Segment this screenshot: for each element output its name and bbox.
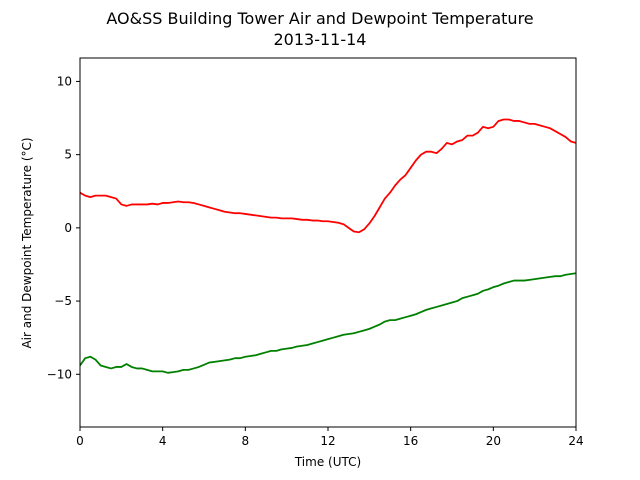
dewpoint-temperature-line <box>80 272 576 374</box>
y-tick-label: 0 <box>64 221 72 235</box>
air-temperature-line <box>80 118 576 234</box>
y-tick-label: 10 <box>57 74 72 88</box>
y-tick-label: −5 <box>54 294 72 308</box>
plot-lines <box>80 118 576 374</box>
chart-title: AO&SS Building Tower Air and Dewpoint Te… <box>106 9 533 28</box>
x-tick-label: 20 <box>486 434 501 448</box>
y-axis: 10 5 0 −5 −10 <box>47 74 80 381</box>
x-tick-label: 4 <box>159 434 167 448</box>
y-tick-label: −10 <box>47 367 72 381</box>
chart-subtitle: 2013-11-14 <box>274 30 367 49</box>
x-tick-label: 24 <box>568 434 583 448</box>
x-tick-label: 12 <box>320 434 335 448</box>
y-axis-label: Air and Dewpoint Temperature (°C) <box>20 137 34 348</box>
x-tick-label: 0 <box>76 434 84 448</box>
x-axis-label: Time (UTC) <box>294 455 361 469</box>
x-tick-label: 16 <box>403 434 418 448</box>
y-tick-label: 5 <box>64 148 72 162</box>
x-axis: 0 4 8 12 16 20 24 <box>76 427 584 448</box>
x-tick-label: 8 <box>242 434 250 448</box>
